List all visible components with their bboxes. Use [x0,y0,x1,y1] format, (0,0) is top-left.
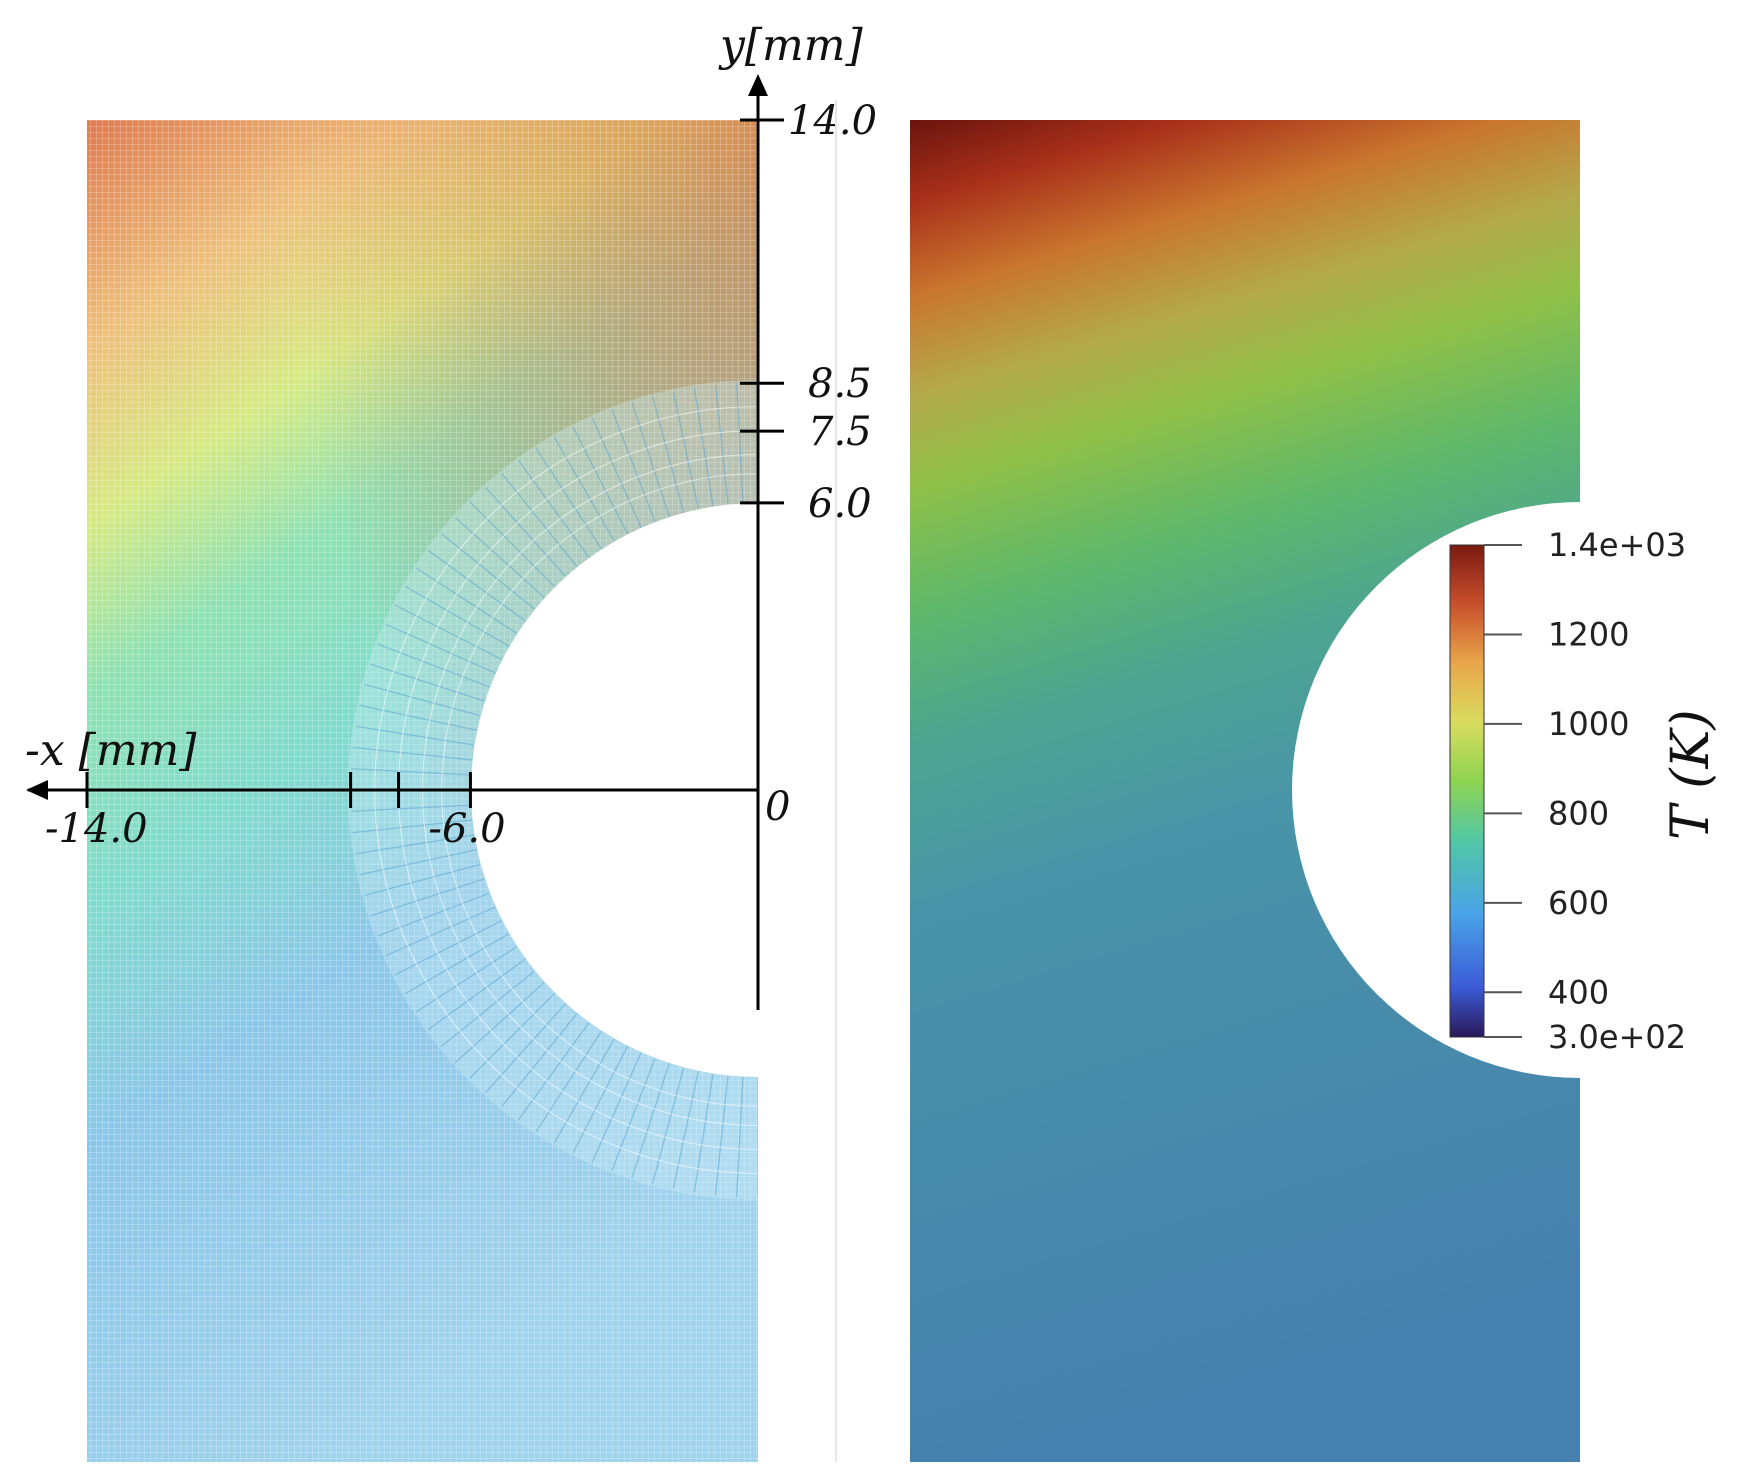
colorbar-tick-label: 1200 [1548,615,1629,653]
colorbar-tick-label: 800 [1548,794,1609,832]
y-tick-label: 14.0 [788,98,877,144]
y-axis [748,74,768,1010]
colorbar-tick-label: 600 [1548,884,1609,922]
colorbar-tick-label: 1000 [1548,705,1629,743]
colorbar: 1.4e+03 1200 1000 800 600 400 3.0e+02 T (K) [1449,526,1721,1056]
y-axis-label: y[mm] [718,20,863,71]
x-tick-label: -6.0 [428,806,505,852]
y-tick-label: 8.5 [808,361,872,407]
colorbar-title: T (K) [1661,709,1721,840]
x-axis-ticks: -14.0 -6.0 [45,772,506,852]
temperature-field [910,120,1580,1462]
y-axis-ticks: 14.0 8.57.5 6.0 [740,98,877,527]
x-axis [26,780,758,800]
colorbar-tick-label: 400 [1548,973,1609,1011]
y-tick-label: 7.5 [808,409,872,455]
origin-label: 0 [765,784,790,830]
colorbar-tick-label: 3.0e+02 [1548,1018,1686,1056]
x-axis-label: -x [mm] [25,725,197,776]
y-tick-label: 6.0 [808,481,872,527]
colorbar-tick-label: 1.4e+03 [1548,526,1686,564]
x-tick-label: -14.0 [45,806,148,852]
